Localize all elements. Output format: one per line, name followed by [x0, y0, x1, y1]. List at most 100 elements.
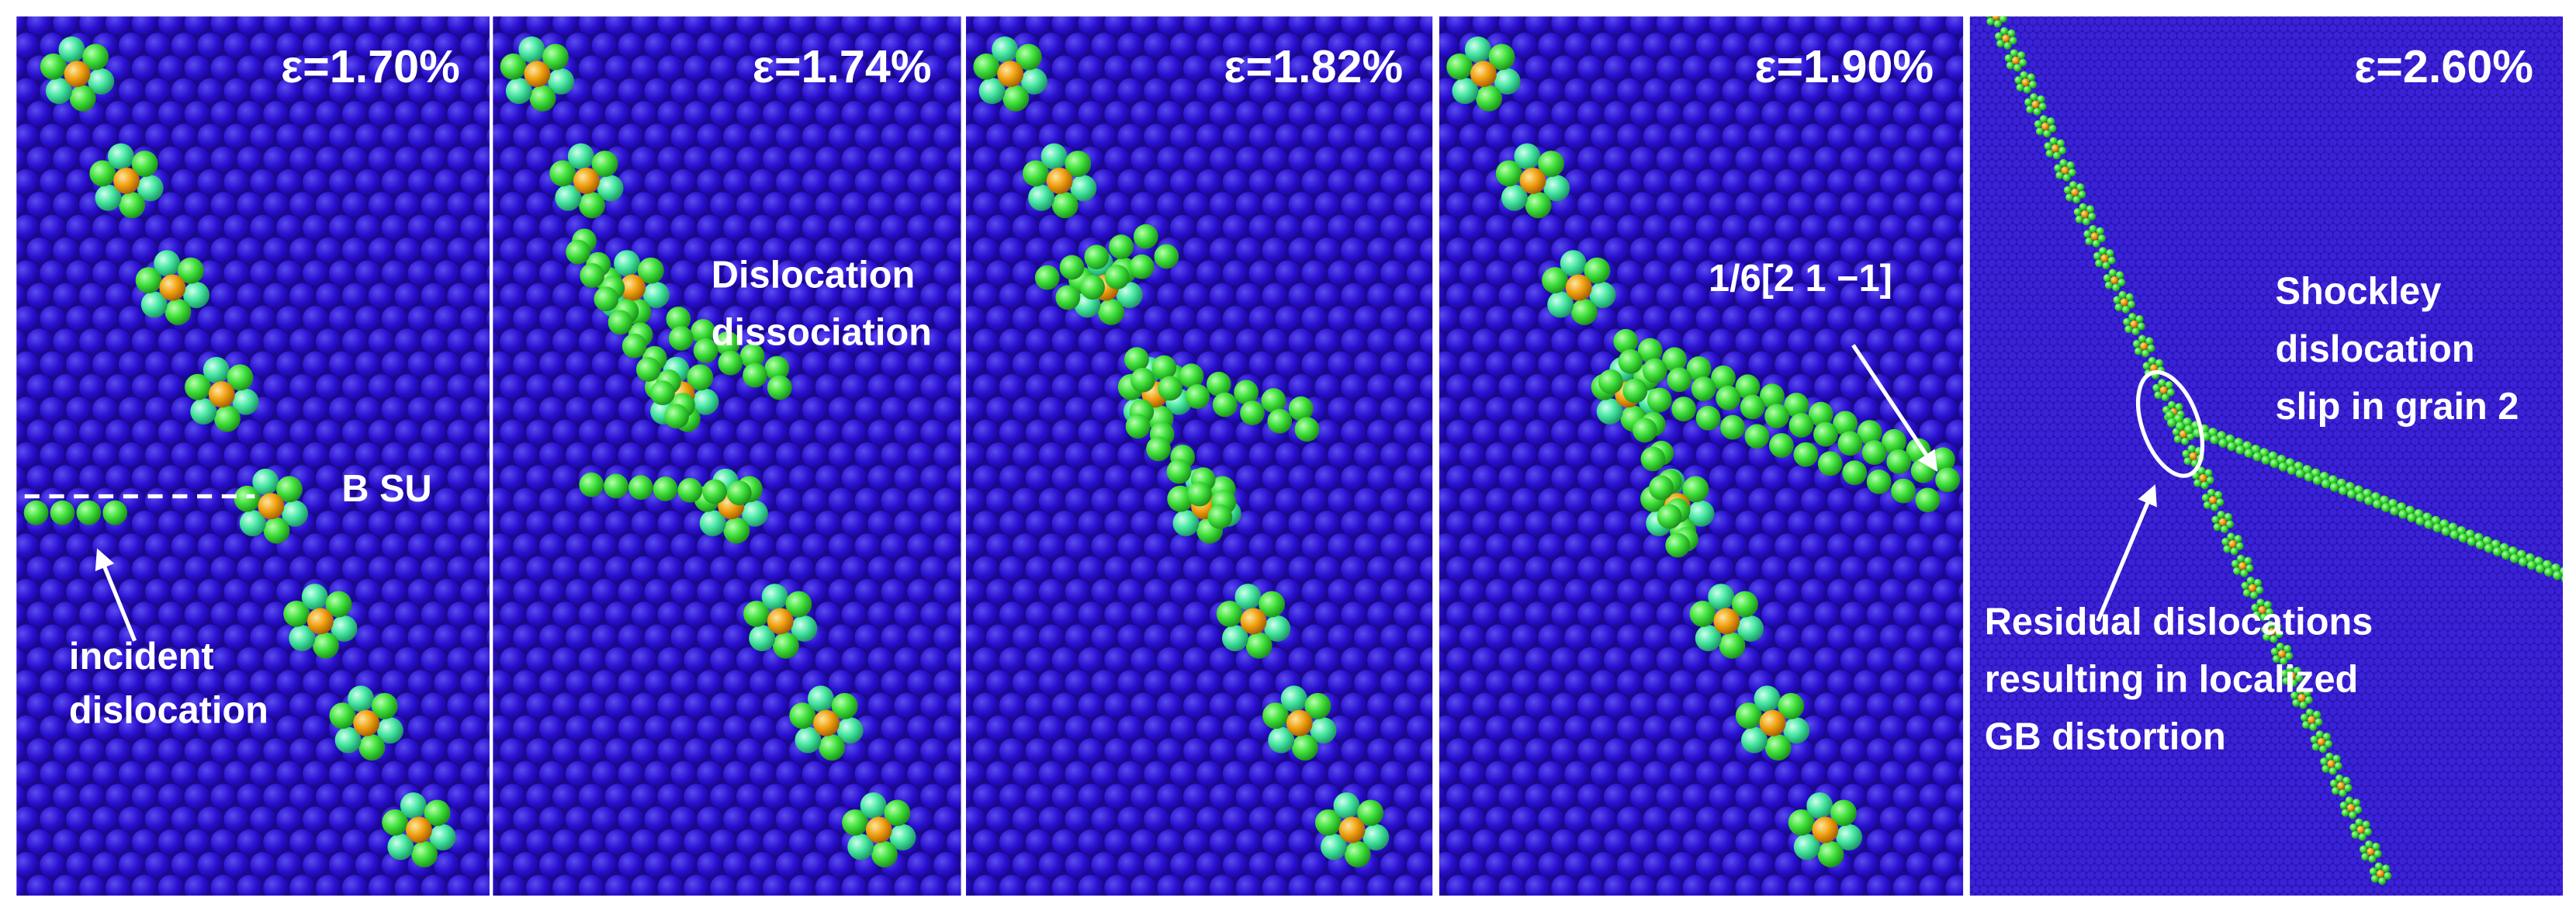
atom [653, 477, 678, 501]
atom [214, 405, 241, 432]
atom [1589, 282, 1616, 309]
atom [2114, 303, 2123, 311]
atom [2382, 865, 2391, 873]
atom [2225, 434, 2235, 444]
atom [1857, 420, 1882, 445]
atom [548, 68, 575, 95]
atom [555, 184, 582, 211]
atom [1793, 834, 1820, 861]
atom [2373, 499, 2382, 509]
atom [2013, 64, 2022, 72]
atom [2309, 723, 2318, 731]
atom [2378, 877, 2387, 886]
atom [2082, 217, 2091, 226]
atom [687, 364, 714, 391]
atom [1737, 615, 1764, 642]
atom [2211, 515, 2220, 524]
atom [2259, 448, 2270, 458]
atom [1154, 244, 1179, 269]
atom [1002, 85, 1030, 112]
atom [2342, 776, 2351, 785]
atom [2020, 71, 2028, 79]
atom [1632, 418, 1657, 443]
atom [2361, 852, 2370, 861]
atom [2019, 58, 2027, 67]
annotation: dislocation [69, 690, 268, 732]
atom [767, 375, 792, 400]
atom [2346, 489, 2356, 499]
atom [2544, 567, 2553, 577]
atom [2061, 166, 2069, 175]
atom [1998, 8, 2006, 16]
atom [693, 338, 718, 363]
atom [154, 250, 181, 277]
atom [1808, 401, 1833, 427]
atom [1649, 475, 1674, 501]
atom [1560, 250, 1587, 277]
atom [594, 286, 619, 312]
atom [183, 282, 210, 309]
atom [1207, 504, 1233, 529]
atom [2016, 83, 2024, 92]
atom [807, 685, 834, 712]
panel: ε=1.82% [966, 16, 1433, 896]
atom [2290, 691, 2299, 700]
atom [1262, 702, 1290, 730]
atom [2014, 76, 2023, 85]
atom [1216, 600, 1243, 627]
atom [715, 331, 740, 356]
atom [2043, 130, 2051, 138]
atom [2424, 520, 2434, 529]
atom [1264, 615, 1291, 642]
atom [283, 600, 310, 627]
atom [2069, 181, 2078, 189]
atom [608, 310, 633, 335]
atom [2525, 553, 2535, 563]
atom [702, 479, 727, 504]
atom [2123, 317, 2131, 326]
atom [2373, 850, 2382, 858]
atom [2221, 537, 2230, 546]
atom [1206, 371, 1231, 397]
atom [1861, 440, 1887, 465]
atom [2028, 80, 2037, 89]
atom [1716, 385, 1741, 411]
atom [2201, 494, 2210, 502]
atom [2023, 85, 2031, 94]
atom [2090, 232, 2099, 241]
atom [2286, 664, 2294, 673]
atom [1015, 43, 1042, 71]
atom [567, 143, 594, 170]
atom [2353, 485, 2363, 495]
atom [2066, 161, 2075, 169]
atom [2372, 842, 2380, 851]
atom [2158, 379, 2166, 387]
atom [2251, 603, 2259, 612]
strain-label: ε=1.70% [281, 40, 460, 92]
atom [2370, 875, 2380, 883]
atom [1735, 374, 1761, 400]
atom [1613, 328, 1639, 354]
atom [1065, 151, 1092, 177]
atom [358, 734, 386, 761]
arrow [1851, 344, 1938, 472]
atom [2249, 591, 2259, 600]
atom [1130, 367, 1155, 393]
atom [1741, 726, 1768, 754]
atom [2266, 620, 2275, 629]
atom [400, 792, 427, 819]
atom [131, 151, 158, 177]
atom [2137, 322, 2145, 331]
atom [2165, 380, 2173, 390]
atom [1783, 717, 1810, 744]
atom [1104, 265, 1130, 289]
atom [2327, 760, 2335, 768]
atom [666, 307, 691, 331]
atom [2338, 486, 2348, 496]
atom [1713, 608, 1740, 635]
atom [2388, 498, 2398, 508]
atom [2218, 438, 2228, 448]
annotation: Dislocation [712, 255, 915, 296]
atom [1689, 600, 1716, 627]
